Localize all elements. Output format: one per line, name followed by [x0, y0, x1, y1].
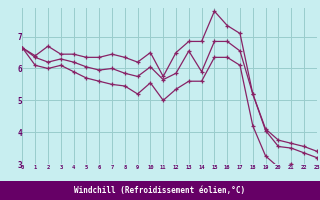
Text: Windchill (Refroidissement éolien,°C): Windchill (Refroidissement éolien,°C): [75, 186, 245, 196]
